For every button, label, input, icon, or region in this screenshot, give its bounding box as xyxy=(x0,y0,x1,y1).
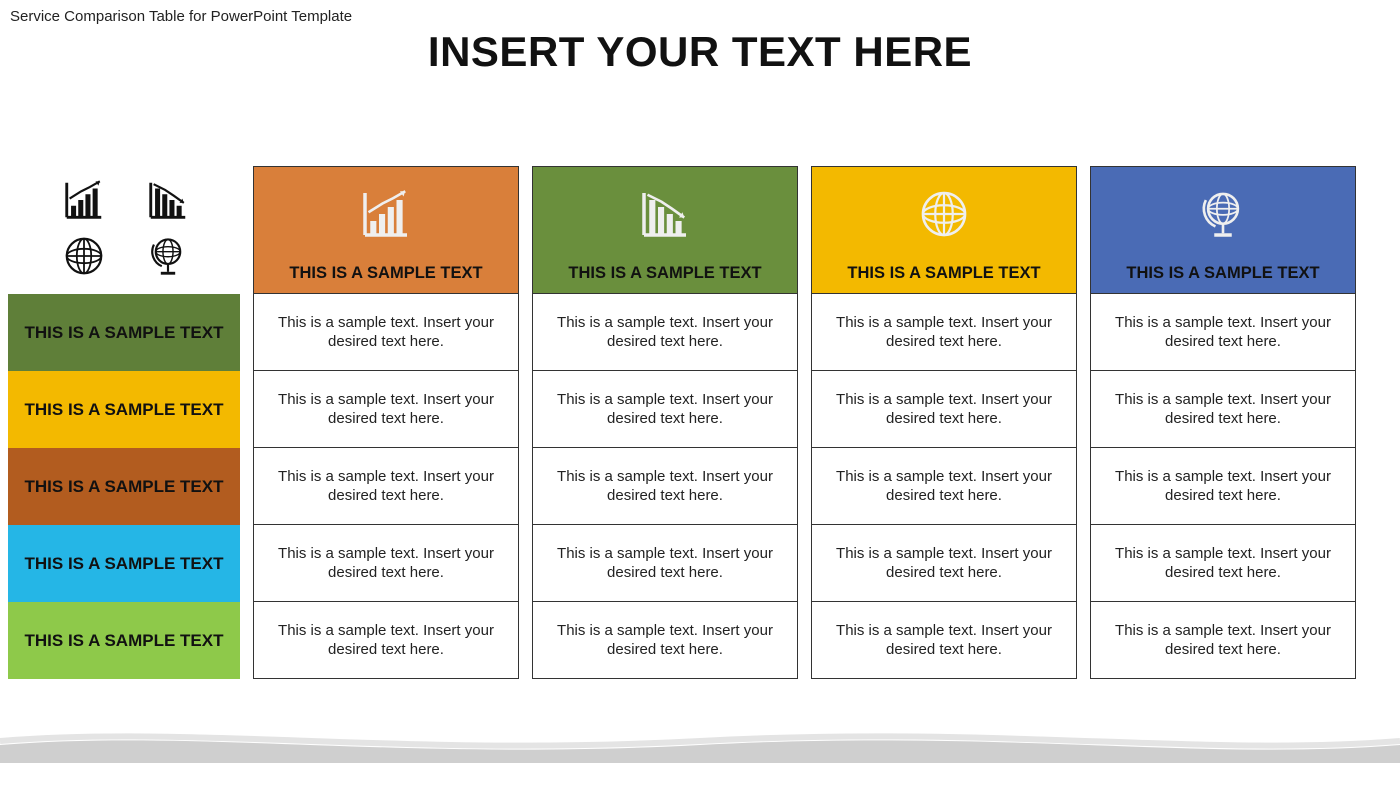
column-header-2: THIS IS A SAMPLE TEXT xyxy=(532,166,798,294)
column-header-label: THIS IS A SAMPLE TEXT xyxy=(289,264,482,283)
table-cell: This is a sample text. Insert your desir… xyxy=(253,448,519,525)
table-cell: This is a sample text. Insert your desir… xyxy=(1090,371,1356,448)
row-label-3: THIS IS A SAMPLE TEXT xyxy=(8,448,240,525)
comparison-table: THIS IS A SAMPLE TEXT THIS IS A SAMPLE T… xyxy=(8,166,1354,679)
globe-icon xyxy=(61,233,107,284)
globe-icon xyxy=(916,186,972,247)
table-cell: This is a sample text. Insert your desir… xyxy=(811,371,1077,448)
subtitle: Service Comparison Table for PowerPoint … xyxy=(10,8,352,25)
table-cell: This is a sample text. Insert your desir… xyxy=(253,525,519,602)
table-cell: This is a sample text. Insert your desir… xyxy=(532,371,798,448)
table-cell: This is a sample text. Insert your desir… xyxy=(253,294,519,371)
table-cell: This is a sample text. Insert your desir… xyxy=(811,602,1077,679)
row-label-4: THIS IS A SAMPLE TEXT xyxy=(8,525,240,602)
table-cell: This is a sample text. Insert your desir… xyxy=(811,525,1077,602)
column-header-4: THIS IS A SAMPLE TEXT xyxy=(1090,166,1356,294)
table-cell: This is a sample text. Insert your desir… xyxy=(1090,448,1356,525)
row-label-1: THIS IS A SAMPLE TEXT xyxy=(8,294,240,371)
slide: Service Comparison Table for PowerPoint … xyxy=(0,0,1400,787)
table-cell: This is a sample text. Insert your desir… xyxy=(532,448,798,525)
table-cell: This is a sample text. Insert your desir… xyxy=(253,371,519,448)
table-cell: This is a sample text. Insert your desir… xyxy=(811,448,1077,525)
row-label-2: THIS IS A SAMPLE TEXT xyxy=(8,371,240,448)
page-title: INSERT YOUR TEXT HERE xyxy=(0,28,1400,76)
decorative-wave xyxy=(0,727,1400,763)
row-label-5: THIS IS A SAMPLE TEXT xyxy=(8,602,240,679)
globe-stand-icon xyxy=(145,233,191,284)
chart-down-icon xyxy=(637,186,693,247)
column-header-label: THIS IS A SAMPLE TEXT xyxy=(1126,264,1319,283)
table-cell: This is a sample text. Insert your desir… xyxy=(253,602,519,679)
column-header-label: THIS IS A SAMPLE TEXT xyxy=(847,264,1040,283)
column-header-3: THIS IS A SAMPLE TEXT xyxy=(811,166,1077,294)
table-cell: This is a sample text. Insert your desir… xyxy=(532,525,798,602)
icon-cluster xyxy=(8,166,240,294)
table-cell: This is a sample text. Insert your desir… xyxy=(532,294,798,371)
table-cell: This is a sample text. Insert your desir… xyxy=(1090,602,1356,679)
chart-down-icon xyxy=(145,177,191,228)
table-cell: This is a sample text. Insert your desir… xyxy=(811,294,1077,371)
chart-up-icon xyxy=(61,177,107,228)
column-header-label: THIS IS A SAMPLE TEXT xyxy=(568,264,761,283)
table-cell: This is a sample text. Insert your desir… xyxy=(532,602,798,679)
column-header-1: THIS IS A SAMPLE TEXT xyxy=(253,166,519,294)
table-cell: This is a sample text. Insert your desir… xyxy=(1090,525,1356,602)
chart-up-icon xyxy=(358,186,414,247)
globe-stand-icon xyxy=(1195,186,1251,247)
table-cell: This is a sample text. Insert your desir… xyxy=(1090,294,1356,371)
